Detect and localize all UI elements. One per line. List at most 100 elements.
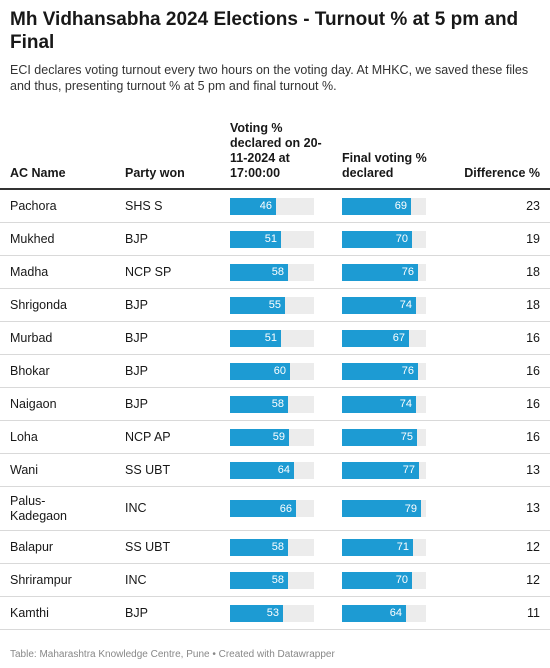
turnout-5pm-bar	[230, 538, 288, 556]
table-row: Wani SS UBT 64 77 13	[0, 454, 550, 487]
ac-name-cell: Bhokar	[10, 363, 50, 378]
header-difference[interactable]: Difference %	[464, 166, 540, 180]
turnout-5pm-bar-track: 46	[230, 197, 314, 215]
final-turnout-bar	[342, 500, 421, 517]
party-cell: INC	[125, 501, 147, 515]
turnout-5pm-bar-track: 51	[230, 230, 314, 248]
turnout-5pm-value-label: 58	[271, 266, 284, 278]
ac-name-cell: Kamthi	[10, 605, 49, 620]
header-party[interactable]: Party won	[125, 166, 185, 180]
final-turnout-value-label: 77	[402, 464, 415, 476]
table-row: Murbad BJP 51 67 16	[0, 322, 550, 355]
party-cell: NCP AP	[125, 429, 171, 444]
turnout-5pm-bar-track: 59	[230, 428, 314, 446]
turnout-5pm-value-label: 55	[268, 299, 281, 311]
ac-name-cell: Naigaon	[10, 396, 57, 411]
party-cell: BJP	[125, 363, 148, 378]
turnout-5pm-bar-track: 58	[230, 395, 314, 413]
turnout-5pm-bar	[230, 197, 276, 215]
final-turnout-bar-track: 75	[342, 428, 426, 446]
header-ac-name[interactable]: AC Name	[10, 166, 66, 180]
final-turnout-bar	[342, 571, 412, 589]
turnout-5pm-bar	[230, 428, 289, 446]
final-turnout-bar-track: 71	[342, 538, 426, 556]
turnout-5pm-bar-track: 60	[230, 362, 314, 380]
turnout-5pm-bar	[230, 395, 288, 413]
ac-name-cell: Mukhed	[10, 231, 55, 246]
difference-cell: 13	[526, 501, 540, 515]
final-turnout-bar-track: 69	[342, 197, 426, 215]
final-turnout-bar	[342, 362, 418, 380]
difference-cell: 16	[526, 330, 540, 345]
difference-cell: 23	[526, 198, 540, 213]
table-row: Shrirampur INC 58 70 12	[0, 564, 550, 597]
turnout-5pm-value-label: 59	[272, 431, 285, 443]
header-final[interactable]: Final voting % declared	[342, 151, 427, 180]
final-turnout-bar	[342, 428, 417, 446]
turnout-5pm-bar-track: 58	[230, 571, 314, 589]
final-turnout-bar-track: 64	[342, 604, 426, 622]
difference-cell: 11	[527, 605, 540, 620]
ac-name-cell: Murbad	[10, 330, 53, 345]
difference-cell: 19	[526, 231, 540, 246]
table-row: Mukhed BJP 51 70 19	[0, 223, 550, 256]
final-turnout-bar-track: 74	[342, 296, 426, 314]
ac-name-cell: Balapur	[10, 539, 54, 554]
final-turnout-value-label: 71	[396, 541, 409, 553]
final-turnout-bar-track: 70	[342, 571, 426, 589]
turnout-5pm-bar-track: 58	[230, 263, 314, 281]
page-title: Mh Vidhansabha 2024 Elections - Turnout …	[10, 9, 519, 53]
difference-cell: 16	[526, 363, 540, 378]
ac-name-cell: Loha	[10, 429, 38, 444]
turnout-5pm-value-label: 58	[271, 574, 284, 586]
turnout-table: AC Name Party won Voting % declared on 2…	[0, 114, 550, 630]
turnout-5pm-bar-track: 53	[230, 604, 314, 622]
final-turnout-value-label: 67	[392, 332, 405, 344]
turnout-5pm-bar	[230, 461, 294, 479]
final-turnout-bar-track: 76	[342, 362, 426, 380]
turnout-5pm-value-label: 53	[266, 607, 279, 619]
final-turnout-value-label: 76	[401, 365, 414, 377]
final-turnout-bar	[342, 538, 413, 556]
final-turnout-value-label: 70	[395, 233, 408, 245]
ac-name-cell: Wani	[10, 462, 39, 477]
final-turnout-bar	[342, 197, 411, 215]
turnout-5pm-value-label: 51	[264, 332, 277, 344]
final-turnout-value-label: 76	[401, 266, 414, 278]
party-cell: SHS S	[125, 198, 163, 213]
final-turnout-bar	[342, 263, 418, 281]
party-cell: BJP	[125, 231, 148, 246]
table-body: Pachora SHS S 46 69 23 Mukhed BJP 51 70 19 Madha NC…	[0, 190, 550, 630]
header-turnout-5pm[interactable]: Voting % declared on 20-11-2024 at 17:00…	[230, 121, 322, 180]
turnout-5pm-value-label: 46	[259, 200, 272, 212]
final-turnout-bar-track: 79	[342, 500, 426, 517]
party-cell: BJP	[125, 330, 148, 345]
ac-name-cell: Shrigonda	[10, 297, 67, 312]
difference-cell: 12	[526, 572, 540, 587]
turnout-5pm-bar	[230, 230, 281, 248]
description: ECI declares voting turnout every two ho…	[10, 63, 529, 93]
difference-cell: 18	[526, 264, 540, 279]
turnout-5pm-bar	[230, 329, 281, 347]
party-cell: NCP SP	[125, 264, 172, 279]
turnout-5pm-bar-track: 55	[230, 296, 314, 314]
party-cell: SS UBT	[125, 539, 171, 554]
final-turnout-bar-track: 76	[342, 263, 426, 281]
table-row: Madha NCP SP 58 76 18	[0, 256, 550, 289]
final-turnout-value-label: 64	[389, 607, 402, 619]
turnout-5pm-bar	[230, 362, 290, 380]
turnout-5pm-value-label: 60	[273, 365, 286, 377]
final-turnout-bar	[342, 604, 406, 622]
turnout-5pm-value-label: 66	[279, 502, 292, 515]
turnout-5pm-value-label: 64	[277, 464, 290, 476]
table-header: AC Name Party won Voting % declared on 2…	[0, 114, 550, 190]
turnout-5pm-bar	[230, 500, 296, 517]
final-turnout-value-label: 74	[399, 299, 412, 311]
table-row: Kamthi BJP 53 64 11	[0, 597, 550, 630]
ac-name-cell: Madha	[10, 264, 49, 279]
final-turnout-bar	[342, 461, 419, 479]
final-turnout-bar-track: 74	[342, 395, 426, 413]
table-row: Bhokar BJP 60 76 16	[0, 355, 550, 388]
final-turnout-bar-track: 77	[342, 461, 426, 479]
final-turnout-bar-track: 70	[342, 230, 426, 248]
